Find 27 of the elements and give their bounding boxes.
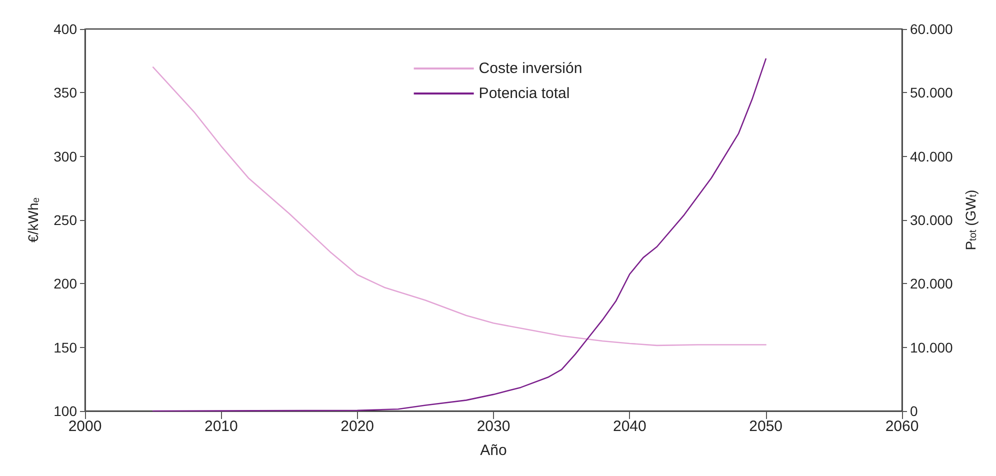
x-tick-label: 2020 [340,418,374,435]
y-tick-label: 200 [54,276,78,292]
y2-tick-label: 0 [910,403,918,419]
y-tick-label: 150 [54,339,78,356]
y-tick-label: 100 [54,403,78,419]
y2-tick-label: 60.000 [910,21,954,37]
x-tick-label: 2010 [204,418,238,435]
y-tick-label: 250 [54,212,78,228]
y2-tick-label: 10.000 [910,339,954,356]
line-series [152,58,766,412]
legend-label: Coste inversión [478,60,582,77]
y2-tick-label: 20.000 [910,276,954,292]
x-tick-label: 2040 [612,418,646,435]
y2-tick-label: 50.000 [910,84,954,101]
x-tick-label: 2050 [749,418,783,435]
x-axis-title: Año [480,442,507,459]
y-axis-title: €/kWhₑ [25,198,41,242]
x-tick-label: 2000 [68,418,102,435]
y-tick-label: 400 [54,21,78,37]
y2-axis-title: Ptot (GWt) [962,190,980,250]
y-tick-label: 350 [54,84,78,101]
legend-label: Potencia total [478,85,570,102]
x-tick-label: 2060 [885,418,919,435]
x-tick-label: 2030 [476,418,510,435]
y2-tick-label: 40.000 [910,148,954,164]
y-tick-label: 300 [54,148,78,164]
y2-tick-label: 30.000 [910,212,954,228]
